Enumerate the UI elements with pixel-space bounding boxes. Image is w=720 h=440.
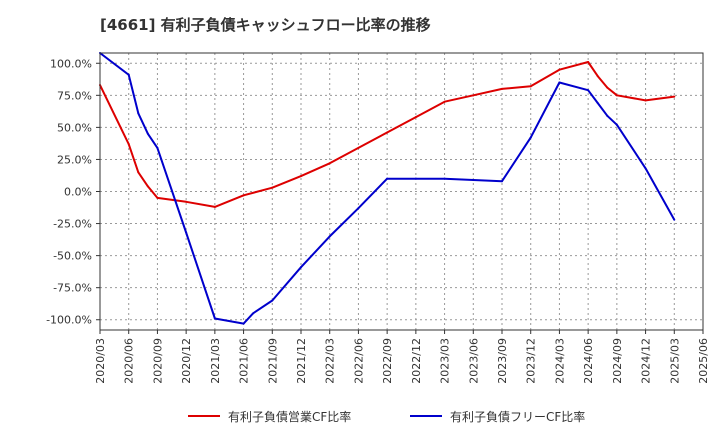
x-tick-label: 2024/09: [611, 338, 624, 384]
data-point-series-2: [529, 136, 532, 139]
data-point-series-2: [252, 312, 255, 315]
data-point-series-2: [300, 266, 302, 269]
data-point-series-2: [472, 178, 475, 181]
x-tick-label: 2021/03: [209, 338, 222, 384]
x-tick-label: 2023/03: [439, 338, 452, 384]
y-axis: 100.0% 75.0% 50.0% 25.0% 0.0% -25.0% -50.0% -75…: [46, 57, 100, 327]
x-tick-label: 2021/06: [238, 338, 251, 384]
data-point-series-1: [156, 196, 159, 199]
x-tick-label: 2022/06: [352, 338, 365, 384]
x-tick-label: 2022/03: [324, 338, 337, 384]
data-point-series-2: [213, 317, 216, 320]
x-tick-label: 2024/06: [582, 338, 595, 384]
data-point-series-1: [615, 94, 618, 97]
data-point-series-1: [529, 85, 532, 88]
data-point-series-2: [501, 180, 503, 183]
data-point-series-1: [414, 116, 417, 119]
data-point-series-1: [558, 68, 561, 71]
data-point-series-1: [185, 200, 188, 203]
plot-frame: [99, 52, 704, 331]
data-point-series-2: [357, 207, 360, 210]
x-tick-label: 2023/09: [496, 338, 509, 384]
x-tick-label: 2025/03: [668, 338, 681, 384]
data-point-series-1: [328, 162, 331, 165]
x-tick-label: 2020/09: [151, 338, 164, 384]
data-point-series-2: [137, 112, 140, 115]
data-point-series-2: [644, 167, 647, 170]
data-point-series-1: [596, 75, 599, 78]
x-tick-label: 2021/12: [295, 338, 308, 384]
data-point-series-2: [386, 177, 389, 180]
data-point-series-2: [127, 73, 130, 76]
x-tick-label: 2020/12: [180, 338, 193, 384]
data-point-series-1: [587, 60, 590, 63]
y-tick-label: -25.0%: [53, 218, 92, 231]
data-point-series-2: [673, 218, 676, 221]
data-point-series-1: [357, 146, 360, 149]
data-point-series-1: [386, 131, 389, 134]
data-point-series-2: [587, 89, 590, 92]
data-point-series-2: [271, 299, 274, 302]
y-tick-label: -50.0%: [53, 250, 92, 263]
data-point-series-2: [558, 81, 561, 84]
series-layer: [99, 52, 676, 325]
data-point-series-2: [606, 114, 609, 117]
x-tick-label: 2020/03: [94, 338, 107, 384]
data-point-series-1: [472, 94, 475, 97]
data-point-series-1: [213, 205, 216, 208]
x-tick-label: 2024/03: [553, 338, 566, 384]
x-tick-label: 2020/06: [123, 338, 136, 384]
data-point-series-1: [300, 175, 302, 178]
x-tick-label: 2025/06: [697, 338, 710, 384]
data-point-series-2: [596, 102, 599, 105]
y-tick-label: 100.0%: [50, 57, 92, 70]
data-point-series-2: [242, 322, 245, 325]
data-point-series-1: [673, 95, 676, 98]
data-point-series-2: [156, 146, 159, 149]
y-tick-label: -100.0%: [46, 314, 92, 327]
data-point-series-1: [443, 100, 446, 103]
data-point-series-1: [271, 186, 274, 189]
x-tick-label: 2022/12: [410, 338, 423, 384]
data-point-series-2: [328, 235, 331, 238]
data-point-series-2: [414, 177, 417, 180]
y-tick-label: 25.0%: [57, 153, 92, 166]
y-tick-label: 75.0%: [57, 89, 92, 102]
x-tick-label: 2023/06: [467, 338, 480, 384]
x-tick-label: 2021/09: [266, 338, 279, 384]
data-point-series-1: [501, 87, 503, 90]
x-tick-label: 2023/12: [525, 338, 538, 384]
legend-label-1: 有利子負債営業CF比率: [228, 409, 351, 424]
data-point-series-1: [242, 194, 245, 197]
data-point-series-1: [127, 143, 130, 146]
data-point-series-2: [185, 231, 188, 234]
data-point-series-2: [443, 177, 446, 180]
legend-label-2: 有利子負債フリーCF比率: [450, 409, 585, 424]
data-point-series-2: [146, 132, 149, 135]
data-point-series-1: [606, 86, 609, 89]
chart-title: [4661] 有利子負債キャッシュフロー比率の推移: [100, 16, 431, 34]
y-tick-label: 50.0%: [57, 121, 92, 134]
grid-layer: [99, 53, 704, 330]
data-point-series-1: [146, 185, 149, 188]
x-axis: 2020/03 2020/06 2020/09 2020/12 2021/03 2021/…: [94, 330, 710, 384]
data-point-series-2: [615, 123, 618, 126]
data-point-series-1: [644, 99, 647, 102]
legend: 有利子負債営業CF比率 有利子負債フリーCF比率: [188, 409, 585, 424]
x-tick-label: 2024/12: [640, 338, 653, 384]
data-point-series-1: [137, 171, 140, 174]
x-tick-label: 2022/09: [381, 338, 394, 384]
y-tick-label: -75.0%: [53, 282, 92, 295]
series-line-2: [99, 52, 676, 325]
y-tick-label: 0.0%: [64, 186, 92, 199]
